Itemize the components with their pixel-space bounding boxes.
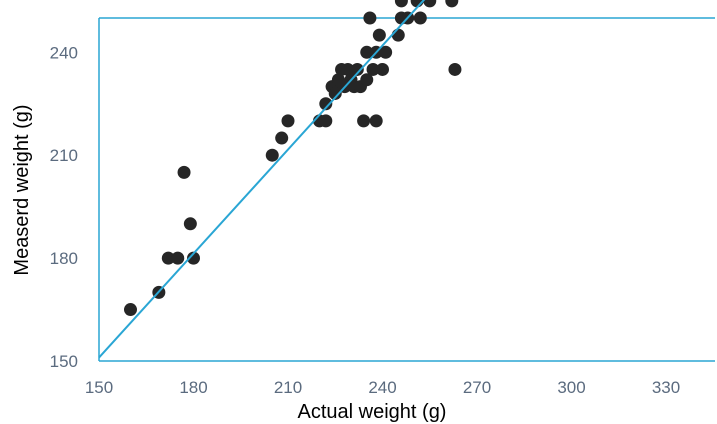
x-tick-label: 300 bbox=[557, 378, 585, 397]
data-point bbox=[265, 148, 279, 162]
data-point bbox=[376, 62, 389, 76]
data-point bbox=[171, 251, 185, 265]
data-point bbox=[394, 0, 408, 8]
data-point bbox=[341, 62, 355, 76]
data-point bbox=[366, 62, 380, 76]
data-point bbox=[161, 251, 175, 265]
data-point bbox=[372, 28, 386, 42]
y-tick-label: 180 bbox=[50, 249, 78, 268]
data-point bbox=[177, 165, 191, 179]
x-tick-labels: 150 180 210 240 270 300 330 bbox=[85, 378, 680, 397]
data-point bbox=[275, 131, 289, 145]
y-tick-label: 240 bbox=[50, 43, 78, 62]
data-point bbox=[360, 73, 374, 87]
x-tick-label: 180 bbox=[179, 378, 207, 397]
y-tick-label: 210 bbox=[50, 146, 78, 165]
data-point bbox=[319, 97, 333, 111]
data-point bbox=[413, 11, 427, 25]
x-axis-title: Actual weight (g) bbox=[298, 401, 447, 423]
data-point bbox=[124, 303, 137, 317]
data-point bbox=[360, 45, 374, 59]
data-point bbox=[357, 114, 371, 128]
data-points bbox=[124, 0, 462, 317]
data-point bbox=[183, 217, 197, 231]
data-point bbox=[350, 62, 364, 76]
data-point bbox=[448, 62, 462, 76]
x-tick-label: 210 bbox=[274, 378, 302, 397]
x-tick-label: 330 bbox=[652, 378, 680, 397]
data-point bbox=[410, 0, 424, 8]
x-tick-label: 240 bbox=[368, 378, 396, 397]
data-point bbox=[445, 0, 459, 8]
data-point bbox=[363, 11, 377, 25]
data-point bbox=[328, 86, 342, 100]
data-point bbox=[319, 114, 333, 128]
x-tick-label: 270 bbox=[463, 378, 491, 397]
data-point bbox=[369, 114, 383, 128]
data-point bbox=[423, 0, 437, 8]
y-axis-title: Measerd weight (g) bbox=[11, 104, 33, 275]
x-tick-label: 150 bbox=[85, 378, 113, 397]
fit-line bbox=[98, 0, 426, 359]
data-point bbox=[187, 251, 200, 265]
data-point bbox=[379, 45, 393, 59]
data-point bbox=[281, 114, 295, 128]
y-tick-label: 150 bbox=[50, 352, 78, 371]
data-point bbox=[391, 28, 405, 42]
